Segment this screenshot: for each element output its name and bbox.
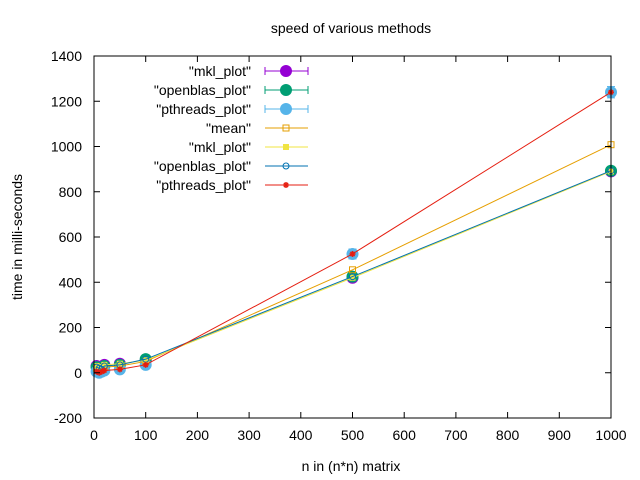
series-line — [96, 170, 612, 369]
plot-marks — [90, 86, 617, 379]
x-tick-label: 0 — [90, 427, 98, 443]
y-axis-label: time in milli-seconds — [9, 174, 25, 300]
y-tick-label: 800 — [59, 184, 83, 200]
legend-label: "pthreads_plot" — [156, 101, 251, 117]
y-tick-label: 600 — [59, 229, 83, 245]
x-tick-label: 400 — [289, 427, 313, 443]
legend-label: "openblas_plot" — [154, 82, 251, 98]
y-tick-label: 200 — [59, 320, 83, 336]
data-point — [101, 367, 108, 374]
x-tick-label: 300 — [237, 427, 261, 443]
x-tick-label: 600 — [393, 427, 417, 443]
y-tick-label: 1000 — [51, 139, 82, 155]
legend-marker — [282, 124, 290, 132]
legend-item: "pthreads_plot" — [156, 101, 309, 117]
legend-item: "mean" — [206, 120, 308, 136]
legend-marker — [282, 162, 290, 170]
legend-marker — [283, 182, 289, 188]
legend-marker — [280, 84, 292, 96]
x-tick-label: 200 — [186, 427, 210, 443]
x-axis-label: n in (n*n) matrix — [302, 458, 401, 474]
series-line — [96, 170, 612, 370]
series-2 — [90, 86, 617, 379]
series-0 — [90, 165, 617, 375]
data-point — [116, 366, 123, 373]
data-point — [349, 273, 356, 281]
x-tick-label: 700 — [444, 427, 468, 443]
legend-item: "mkl_plot" — [189, 139, 308, 155]
data-point — [142, 361, 149, 368]
axis-ticks: 0 100 200 300 400 500 600 700 800 900 1000 -200 0 200… — [51, 48, 627, 443]
x-tick-label: 800 — [496, 427, 520, 443]
legend-marker — [283, 144, 289, 150]
x-tick-label: 100 — [134, 427, 158, 443]
legend-label: "mkl_plot" — [189, 139, 251, 155]
y-tick-label: 1200 — [51, 93, 82, 109]
series-line — [96, 91, 612, 374]
legend-item: "pthreads_plot" — [156, 177, 308, 193]
x-tick-label: 900 — [548, 427, 572, 443]
legend-item: "mkl_plot" — [189, 63, 309, 79]
data-point — [349, 250, 356, 257]
chart-title: speed of various methods — [271, 20, 431, 36]
series-1 — [90, 164, 617, 376]
legend-label: "mean" — [206, 120, 251, 136]
legend-label: "mkl_plot" — [189, 63, 251, 79]
y-tick-label: 1400 — [51, 48, 82, 64]
legend-label: "pthreads_plot" — [156, 177, 251, 193]
y-tick-label: -200 — [54, 410, 82, 426]
legend-label: "openblas_plot" — [154, 158, 251, 174]
legend-item: "openblas_plot" — [154, 82, 309, 98]
legend-item: "openblas_plot" — [154, 158, 308, 174]
data-point — [142, 357, 149, 364]
data-point — [349, 274, 356, 281]
legend-marker — [280, 65, 292, 77]
series-5 — [93, 167, 615, 373]
x-tick-label: 1000 — [595, 427, 626, 443]
series-4 — [93, 168, 614, 372]
legend-marker — [280, 103, 292, 115]
x-tick-label: 500 — [341, 427, 365, 443]
data-point — [349, 266, 356, 274]
legend: "mkl_plot" "openblas_plot" "pthreads_plot"… — [154, 63, 309, 193]
data-point — [101, 361, 108, 368]
series-6 — [93, 89, 614, 376]
y-tick-label: 400 — [59, 274, 83, 290]
data-point — [116, 360, 123, 367]
y-tick-label: 0 — [74, 365, 82, 381]
